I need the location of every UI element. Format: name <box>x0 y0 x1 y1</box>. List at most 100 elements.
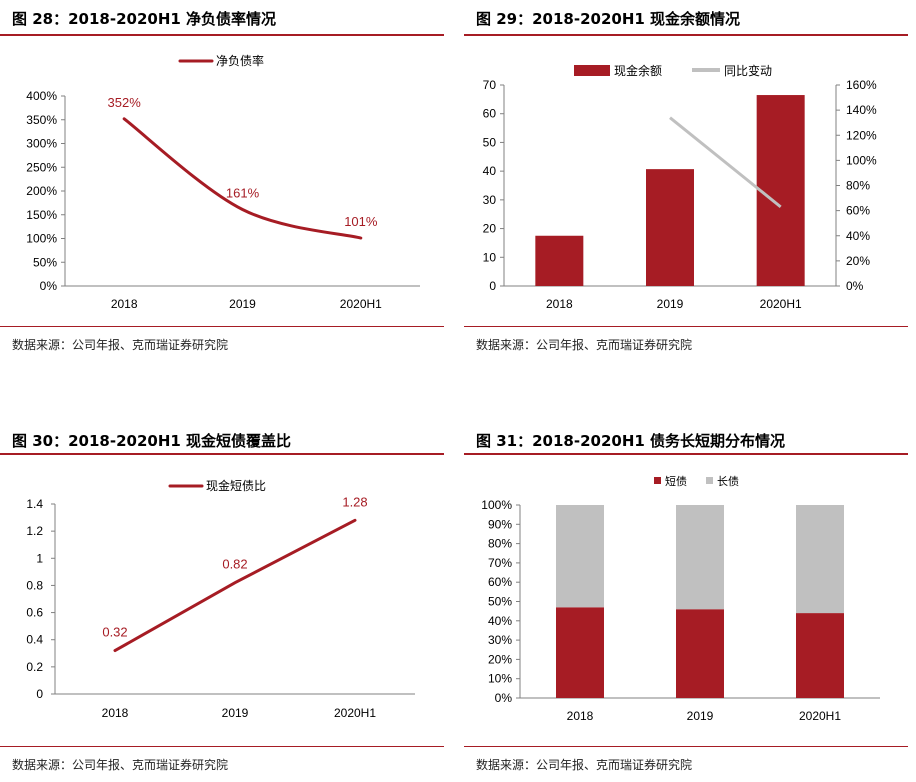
x-tick-label: 2020H1 <box>334 706 376 720</box>
data-label: 352% <box>108 95 142 110</box>
bar-long-debt <box>556 505 604 608</box>
x-tick-label: 2018 <box>111 297 138 311</box>
legend-label-short-debt: 短债 <box>665 474 687 488</box>
y-tick-label: 50 <box>483 135 497 149</box>
y-tick-label: 10 <box>483 250 497 264</box>
chart-panel-cash: 图 29：2018-2020H1 现金余额情况 0 10 20 30 40 50 60 70 0… <box>464 8 908 358</box>
chart-title: 图 29：2018-2020H1 现金余额情况 <box>476 10 741 28</box>
data-label: 0.32 <box>102 625 127 640</box>
bar-short-debt <box>796 613 844 698</box>
y-tick-label: 250% <box>26 160 57 174</box>
chart-title: 图 30：2018-2020H1 现金短债覆盖比 <box>12 432 292 450</box>
data-label: 0.82 <box>222 557 247 572</box>
coverage-line-chart: 0 0.2 0.4 0.6 0.8 1 1.2 1.4 2018 2019 2020H1 0.32 0.… <box>26 478 415 720</box>
y-tick-label: 0 <box>36 687 43 701</box>
y-tick-label: 30 <box>483 193 497 207</box>
legend-label-coverage-ratio: 现金短债比 <box>206 478 266 493</box>
title-rule <box>0 453 444 455</box>
y2-tick-label: 80% <box>846 179 870 193</box>
legend-swatch-long-debt <box>706 477 713 484</box>
debt-structure-stacked-chart: 0% 10% 20% 30% 40% 50% 60% 70% 80% 90% 100% 2018 201… <box>481 474 880 723</box>
x-tick-label: 2019 <box>657 297 684 311</box>
bar-long-debt <box>676 505 724 610</box>
x-tick-label: 2019 <box>687 709 714 723</box>
x-tick-label: 2020H1 <box>340 297 382 311</box>
data-label: 1.28 <box>342 494 367 509</box>
chart-panel-debt-structure: 图 31：2018-2020H1 债务长短期分布情况 0% 10% 20% 30% 40… <box>464 430 908 780</box>
y-tick-label: 60 <box>483 107 497 121</box>
cash-balance-chart: 0 10 20 30 40 50 60 70 0% 20% 40% 60% 80% 100% 120% 140… <box>483 63 877 311</box>
y-tick-label: 150% <box>26 208 57 222</box>
y-tick-label: 0.2 <box>26 660 43 674</box>
source-note: 数据来源：公司年报、克而瑞证券研究院 <box>12 338 229 352</box>
y2-tick-label: 140% <box>846 103 877 117</box>
y-tick-label: 0.6 <box>26 606 43 620</box>
bar-short-debt <box>556 607 604 698</box>
y-tick-label: 20 <box>483 222 497 236</box>
series-line-coverage-ratio <box>113 518 357 653</box>
x-tick-label: 2018 <box>546 297 573 311</box>
y-tick-label: 80% <box>488 537 512 551</box>
y-tick-label: 400% <box>26 89 57 103</box>
chart-title: 图 31：2018-2020H1 债务长短期分布情况 <box>476 432 786 450</box>
y-tick-label: 0.8 <box>26 578 43 592</box>
data-label: 161% <box>226 186 260 201</box>
x-tick-label: 2018 <box>102 706 129 720</box>
x-tick-label: 2020H1 <box>760 297 802 311</box>
chart-panel-coverage: 图 30：2018-2020H1 现金短债覆盖比 0 0.2 0.4 0.6 0.8 1 1… <box>0 430 444 780</box>
legend-label-long-debt: 长债 <box>717 474 739 488</box>
x-tick-label: 2019 <box>222 706 249 720</box>
y-tick-label: 40 <box>483 164 497 178</box>
legend-swatch-cash-balance <box>574 65 610 76</box>
y-tick-label: 10% <box>488 672 512 686</box>
y-tick-label: 200% <box>26 184 57 198</box>
series-line-yoy-change <box>669 116 782 209</box>
y-tick-label: 0% <box>40 279 58 293</box>
series-line-net-debt-ratio <box>122 117 363 240</box>
bar-long-debt <box>796 505 844 614</box>
y-tick-label: 0.4 <box>26 633 43 647</box>
source-rule <box>464 326 908 327</box>
data-label: 101% <box>344 214 378 229</box>
bar-cash-balance <box>535 235 584 286</box>
x-tick-label: 2018 <box>567 709 594 723</box>
y-tick-label: 100% <box>481 498 512 512</box>
y2-tick-label: 20% <box>846 254 870 268</box>
y-tick-label: 50% <box>488 595 512 609</box>
y2-tick-label: 160% <box>846 78 877 92</box>
y-tick-label: 70% <box>488 556 512 570</box>
source-note: 数据来源：公司年报、克而瑞证券研究院 <box>476 338 693 352</box>
chart-panel-net-debt: 图 28：2018-2020H1 净负债率情况 0% 50% 100% 150% 200… <box>0 8 444 358</box>
y-tick-label: 20% <box>488 652 512 666</box>
bar-short-debt <box>676 609 724 698</box>
y-tick-label: 0% <box>495 691 513 705</box>
x-tick-label: 2020H1 <box>799 709 841 723</box>
legend-label-cash-balance: 现金余额 <box>614 63 662 78</box>
y2-tick-label: 0% <box>846 279 864 293</box>
x-tick-label: 2019 <box>229 297 256 311</box>
title-rule <box>464 34 908 36</box>
y2-tick-label: 100% <box>846 153 877 167</box>
bar-cash-balance <box>756 95 805 286</box>
y-tick-label: 70 <box>483 78 497 92</box>
y-tick-label: 1 <box>36 551 43 565</box>
source-rule <box>0 746 444 747</box>
y2-tick-label: 40% <box>846 229 870 243</box>
source-rule <box>0 326 444 327</box>
bar-cash-balance <box>646 169 694 286</box>
y-tick-label: 50% <box>33 255 57 269</box>
y-tick-label: 30% <box>488 633 512 647</box>
y-tick-label: 1.4 <box>26 497 43 511</box>
source-rule <box>464 746 908 747</box>
y-tick-label: 100% <box>26 232 57 246</box>
y2-tick-label: 120% <box>846 128 877 142</box>
legend-label-yoy-change: 同比变动 <box>724 63 772 78</box>
chart-title: 图 28：2018-2020H1 净负债率情况 <box>12 10 277 28</box>
y-tick-label: 0 <box>489 279 496 293</box>
source-note: 数据来源：公司年报、克而瑞证券研究院 <box>12 758 229 772</box>
net-debt-line-chart: 0% 50% 100% 150% 200% 250% 300% 350% 400% 2018 201… <box>26 53 420 311</box>
y2-tick-label: 60% <box>846 204 870 218</box>
y-tick-label: 40% <box>488 614 512 628</box>
y-tick-label: 1.2 <box>26 524 43 538</box>
y-tick-label: 350% <box>26 113 57 127</box>
